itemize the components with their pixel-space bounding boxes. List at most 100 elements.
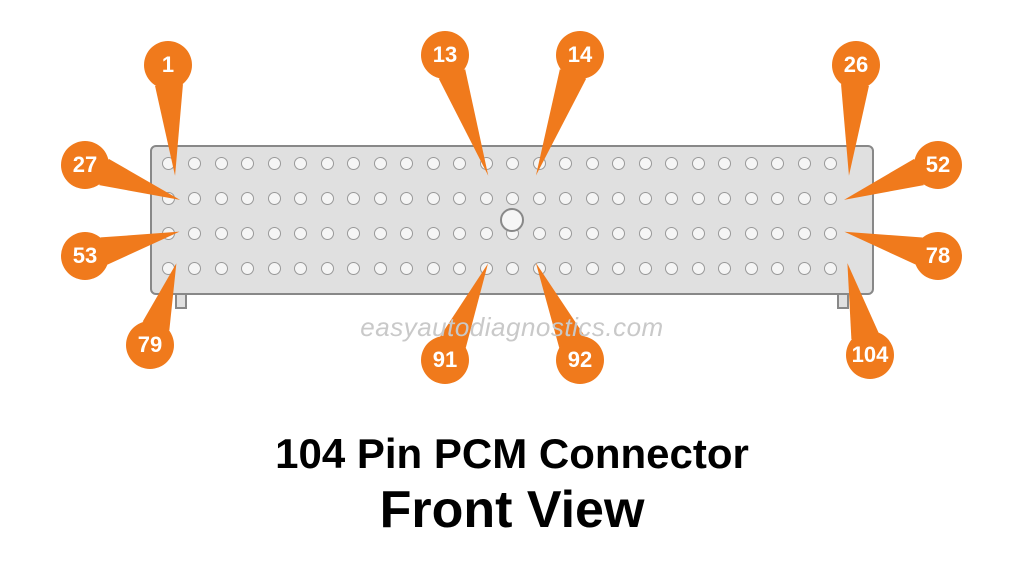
- pin-17: [586, 157, 599, 170]
- pin-34: [347, 192, 360, 205]
- pin-99: [692, 262, 705, 275]
- pin-101: [745, 262, 758, 275]
- pin-33: [321, 192, 334, 205]
- pin-58: [294, 227, 307, 240]
- pin-84: [294, 262, 307, 275]
- pin-2: [188, 157, 201, 170]
- callout-78: 78: [914, 232, 962, 280]
- pin-81: [215, 262, 228, 275]
- callout-52: 52: [914, 141, 962, 189]
- pin-59: [321, 227, 334, 240]
- pin-76: [771, 227, 784, 240]
- pin-20: [665, 157, 678, 170]
- pin-9: [374, 157, 387, 170]
- pin-97: [639, 262, 652, 275]
- pin-21: [692, 157, 705, 170]
- center-hole: [500, 208, 524, 232]
- callout-91: 91: [421, 336, 469, 384]
- pin-65: [480, 227, 493, 240]
- pin-61: [374, 227, 387, 240]
- pin-49: [745, 192, 758, 205]
- pin-24: [771, 157, 784, 170]
- pin-25: [798, 157, 811, 170]
- pin-63: [427, 227, 440, 240]
- pin-75: [745, 227, 758, 240]
- pin-14: [506, 157, 519, 170]
- pin-83: [268, 262, 281, 275]
- pin-77: [798, 227, 811, 240]
- callout-1: 1: [144, 41, 192, 89]
- pin-51: [798, 192, 811, 205]
- pin-55: [215, 227, 228, 240]
- pin-36: [400, 192, 413, 205]
- pin-42: [559, 192, 572, 205]
- pin-60: [347, 227, 360, 240]
- pin-67: [533, 227, 546, 240]
- pin-72: [665, 227, 678, 240]
- pin-28: [188, 192, 201, 205]
- title-line-2: Front View: [0, 480, 1024, 540]
- pin-43: [586, 192, 599, 205]
- pin-85: [321, 262, 334, 275]
- pin-103: [798, 262, 811, 275]
- pin-90: [453, 262, 466, 275]
- pin-8: [347, 157, 360, 170]
- pin-35: [374, 192, 387, 205]
- pin-29: [215, 192, 228, 205]
- pin-56: [241, 227, 254, 240]
- pin-94: [559, 262, 572, 275]
- callout-13: 13: [421, 31, 469, 79]
- callout-92: 92: [556, 336, 604, 384]
- pin-78: [824, 227, 837, 240]
- pin-45: [639, 192, 652, 205]
- pin-32: [294, 192, 307, 205]
- pin-74: [718, 227, 731, 240]
- pin-18: [612, 157, 625, 170]
- pin-40: [506, 192, 519, 205]
- pin-71: [639, 227, 652, 240]
- pin-102: [771, 262, 784, 275]
- callout-53: 53: [61, 232, 109, 280]
- callout-27: 27: [61, 141, 109, 189]
- pin-73: [692, 227, 705, 240]
- pin-68: [559, 227, 572, 240]
- pin-41: [533, 192, 546, 205]
- pin-100: [718, 262, 731, 275]
- pin-62: [400, 227, 413, 240]
- pin-64: [453, 227, 466, 240]
- watermark: easyautodiagnostics.com: [360, 312, 663, 343]
- pin-30: [241, 192, 254, 205]
- pin-37: [427, 192, 440, 205]
- pin-70: [612, 227, 625, 240]
- pin-6: [294, 157, 307, 170]
- pin-69: [586, 227, 599, 240]
- pin-31: [268, 192, 281, 205]
- pin-23: [745, 157, 758, 170]
- pin-48: [718, 192, 731, 205]
- pin-86: [347, 262, 360, 275]
- pin-87: [374, 262, 387, 275]
- pin-5: [268, 157, 281, 170]
- pin-19: [639, 157, 652, 170]
- pin-98: [665, 262, 678, 275]
- pin-39: [480, 192, 493, 205]
- pin-92: [506, 262, 519, 275]
- pin-12: [453, 157, 466, 170]
- callout-104: 104: [846, 331, 894, 379]
- pin-3: [215, 157, 228, 170]
- pin-16: [559, 157, 572, 170]
- title-line-1: 104 Pin PCM Connector: [0, 430, 1024, 478]
- callout-79: 79: [126, 321, 174, 369]
- pin-44: [612, 192, 625, 205]
- pin-11: [427, 157, 440, 170]
- callout-14: 14: [556, 31, 604, 79]
- pin-4: [241, 157, 254, 170]
- pin-46: [665, 192, 678, 205]
- pin-95: [586, 262, 599, 275]
- pin-54: [188, 227, 201, 240]
- callout-arrow-26: [835, 84, 869, 177]
- pin-50: [771, 192, 784, 205]
- pin-10: [400, 157, 413, 170]
- pin-38: [453, 192, 466, 205]
- pin-80: [188, 262, 201, 275]
